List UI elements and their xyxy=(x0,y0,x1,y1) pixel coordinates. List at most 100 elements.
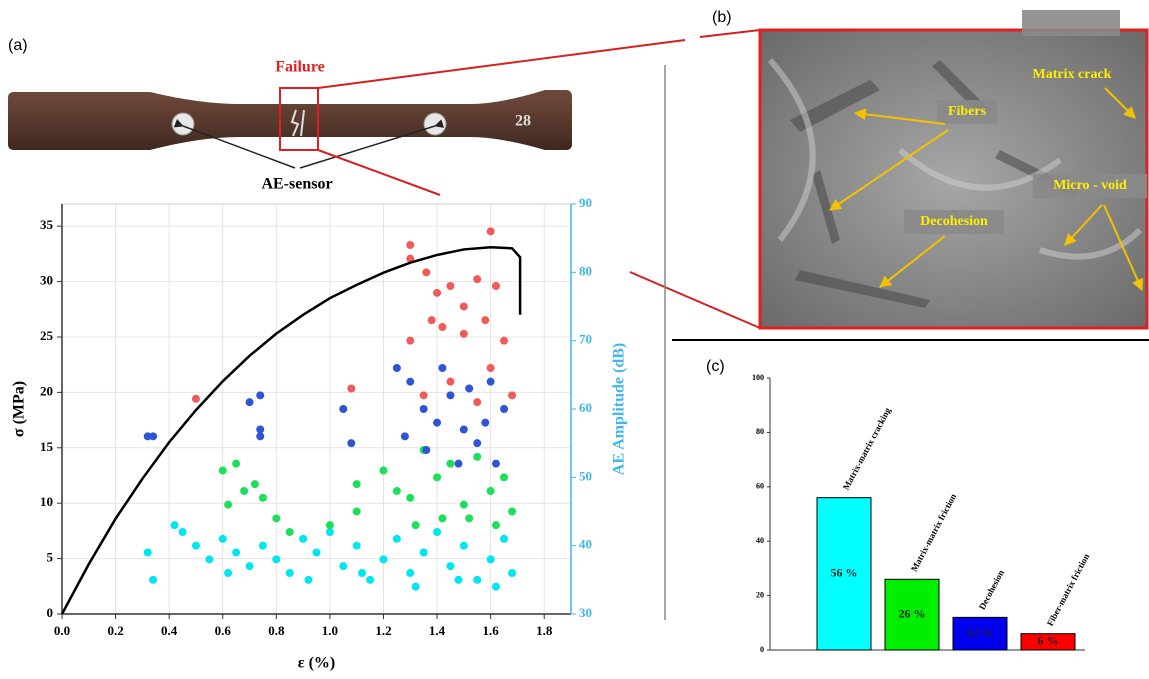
ae-point xyxy=(353,508,361,516)
ae-point xyxy=(446,460,454,468)
ae-point xyxy=(481,316,489,324)
y-tick-label: 20 xyxy=(40,383,53,398)
ae-point xyxy=(487,487,495,495)
y-tick-label: 60 xyxy=(756,482,764,491)
y2-tick-label: 70 xyxy=(579,332,592,347)
value-label: 56 % xyxy=(831,566,858,580)
ae-point xyxy=(465,385,473,393)
ae-point xyxy=(446,282,454,290)
ae-point xyxy=(446,391,454,399)
ae-point xyxy=(246,562,254,570)
ae-point xyxy=(347,385,355,393)
ae-point xyxy=(149,576,157,584)
ae-point xyxy=(326,521,334,529)
panel-label: (a) xyxy=(8,37,28,54)
ae-point xyxy=(500,473,508,481)
x-tick-label: 0.0 xyxy=(54,623,70,638)
ae-point xyxy=(454,576,462,584)
ae-point xyxy=(473,398,481,406)
y-tick-label: 0 xyxy=(760,645,764,654)
y2-tick-label: 40 xyxy=(579,537,592,552)
ae-point xyxy=(393,364,401,372)
ae-point xyxy=(406,494,414,502)
ae-point xyxy=(473,453,481,461)
ae-point xyxy=(232,460,240,468)
ae-point xyxy=(251,480,259,488)
ae-point xyxy=(171,521,179,529)
ae-point xyxy=(192,542,200,550)
category-label: Matrix-matrix friction xyxy=(909,492,959,573)
y-tick-label: 30 xyxy=(40,273,53,288)
x-tick-label: 1.6 xyxy=(483,623,500,638)
ae-point xyxy=(313,549,321,557)
ae-point xyxy=(446,378,454,386)
ae-point xyxy=(353,480,361,488)
ae-point xyxy=(339,562,347,570)
ae-point xyxy=(286,528,294,536)
ae-point xyxy=(438,364,446,372)
ae-point xyxy=(500,535,508,543)
y2-tick-label: 80 xyxy=(579,263,592,278)
ae-point xyxy=(366,576,374,584)
y2-axis-label: AE Amplitude (dB) xyxy=(611,343,628,475)
x-tick-label: 0.4 xyxy=(161,623,178,638)
ae-point xyxy=(286,569,294,577)
x-tick-label: 1.8 xyxy=(536,623,553,638)
ae-point xyxy=(339,405,347,413)
connectors xyxy=(318,30,760,328)
ae-point xyxy=(412,583,420,591)
x-tick-label: 1.0 xyxy=(322,623,338,638)
ae-point xyxy=(232,549,240,557)
ae-point xyxy=(438,514,446,522)
ae-point xyxy=(406,569,414,577)
ae-point xyxy=(500,337,508,345)
ae-point xyxy=(259,542,267,550)
ae-point xyxy=(433,528,441,536)
x-tick-label: 1.2 xyxy=(375,623,391,638)
ae-point xyxy=(272,514,280,522)
sem-image xyxy=(760,10,1147,328)
ae-point xyxy=(224,569,232,577)
x-axis-label: ε (%) xyxy=(298,655,336,672)
figure: (a) (b) (c) 28 Failure AE-sensor xyxy=(0,0,1149,679)
ae-point xyxy=(492,521,500,529)
ae-point xyxy=(473,275,481,283)
ae-point xyxy=(487,378,495,386)
ae-point xyxy=(460,501,468,509)
ae-point xyxy=(299,535,307,543)
ae-point xyxy=(304,576,312,584)
ae-point xyxy=(487,364,495,372)
panel-label: (c) xyxy=(706,358,725,375)
ae-point xyxy=(219,467,227,475)
ae-point xyxy=(500,405,508,413)
ae-point xyxy=(412,521,420,529)
ae-point xyxy=(326,528,334,536)
x-tick-label: 0.2 xyxy=(107,623,123,638)
sem-label: Decohesion xyxy=(920,214,988,229)
ae-point xyxy=(460,426,468,434)
sem-label: Matrix crack xyxy=(1033,67,1112,82)
y2-tick-label: 60 xyxy=(579,400,592,415)
ae-point xyxy=(246,398,254,406)
ae-point xyxy=(179,528,187,536)
ae-point xyxy=(256,391,264,399)
sem-label: Micro - void xyxy=(1053,178,1127,193)
ae-point xyxy=(393,535,401,543)
y-tick-label: 40 xyxy=(756,536,764,545)
y-tick-label: 80 xyxy=(756,427,764,436)
ae-point xyxy=(508,391,516,399)
category-label: Matrix-matrix cracking xyxy=(841,405,893,491)
specimen: 28 xyxy=(8,88,572,168)
ae-point xyxy=(454,460,462,468)
x-tick-label: 1.4 xyxy=(429,623,446,638)
ae-point xyxy=(438,323,446,331)
ae-point xyxy=(487,227,495,235)
ae-point xyxy=(240,487,248,495)
value-label: 26 % xyxy=(899,606,926,620)
panel-label: (b) xyxy=(712,9,732,26)
x-tick-label: 0.6 xyxy=(215,623,232,638)
y-tick-label: 15 xyxy=(40,439,54,454)
ae-point xyxy=(508,508,516,516)
ae-point xyxy=(256,426,264,434)
